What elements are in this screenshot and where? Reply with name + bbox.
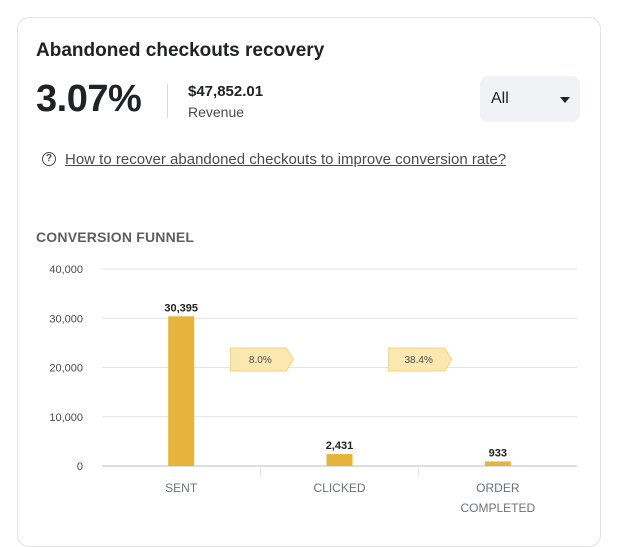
filter-selected-value: All bbox=[491, 90, 509, 107]
card-title: Abandoned checkouts recovery bbox=[36, 40, 325, 61]
conversion-rate-tag bbox=[388, 347, 453, 372]
funnel-bar bbox=[168, 316, 195, 466]
question-circle-icon: ? bbox=[42, 152, 56, 166]
funnel-bar bbox=[484, 461, 511, 466]
y-tick-label: 40,000 bbox=[49, 264, 83, 276]
y-tick-label: 10,000 bbox=[49, 412, 83, 424]
conversion-rate-label: 8.0% bbox=[249, 355, 272, 366]
category-label: COMPLETED bbox=[460, 501, 535, 515]
bar-value-label: 30,395 bbox=[164, 302, 198, 314]
filter-dropdown[interactable]: All bbox=[480, 76, 580, 122]
conversion-rate-label: 38.4% bbox=[404, 355, 432, 366]
bar-value-label: 933 bbox=[489, 447, 507, 459]
funnel-bar bbox=[326, 454, 353, 466]
conversion-rate-tag bbox=[229, 347, 294, 372]
category-label: ORDER bbox=[476, 481, 520, 495]
revenue-label: Revenue bbox=[188, 104, 245, 120]
revenue-amount: $47,852.01 bbox=[188, 83, 264, 100]
metric-divider bbox=[167, 84, 168, 118]
category-label: CLICKED bbox=[313, 481, 365, 495]
y-tick-label: 30,000 bbox=[49, 313, 83, 325]
y-tick-label: 20,000 bbox=[49, 363, 83, 375]
bar-value-label: 2,431 bbox=[326, 440, 354, 452]
category-label: SENT bbox=[165, 481, 198, 495]
caret-down-icon bbox=[560, 97, 570, 103]
section-title: CONVERSION FUNNEL bbox=[36, 229, 195, 245]
y-tick-label: 0 bbox=[77, 461, 83, 473]
conversion-funnel-chart: 0 10,000 20,000 30,000 40,000 30,395 SENT 2,431… bbox=[49, 264, 577, 515]
help-link[interactable]: How to recover abandoned checkouts to im… bbox=[65, 151, 507, 168]
recovery-rate: 3.07% bbox=[36, 78, 142, 120]
